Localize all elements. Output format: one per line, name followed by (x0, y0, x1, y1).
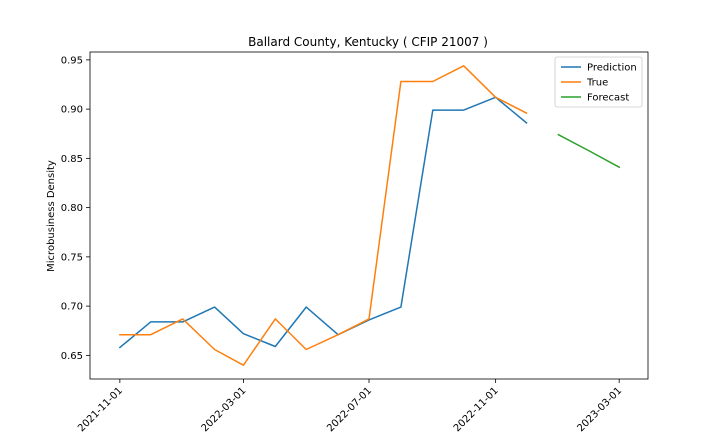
chart-title: Ballard County, Kentucky ( CFIP 21007 ) (248, 35, 488, 49)
y-tick-label: 0.65 (61, 351, 83, 362)
y-tick-label: 0.70 (61, 302, 83, 313)
legend-label-prediction: Prediction (587, 63, 637, 74)
y-axis: 0.65 0.70 0.75 0.80 0.85 0.90 0.95 (61, 55, 90, 362)
y-tick-label: 0.95 (61, 55, 83, 66)
series-line-prediction (118, 96, 528, 349)
y-tick-label: 0.75 (61, 252, 83, 263)
y-tick-label: 0.85 (61, 154, 83, 165)
legend-label-forecast: Forecast (587, 93, 629, 104)
legend-label-true: True (586, 78, 608, 89)
series-line-true (119, 65, 528, 366)
y-tick-label: 0.90 (61, 105, 83, 116)
series-lines (118, 65, 621, 366)
y-axis-label: Microbusiness Density (46, 160, 57, 272)
plot-frame (89, 51, 649, 380)
legend-box (554, 56, 643, 108)
legend: Prediction True Forecast (554, 56, 643, 108)
y-tick-label: 0.80 (61, 203, 83, 214)
